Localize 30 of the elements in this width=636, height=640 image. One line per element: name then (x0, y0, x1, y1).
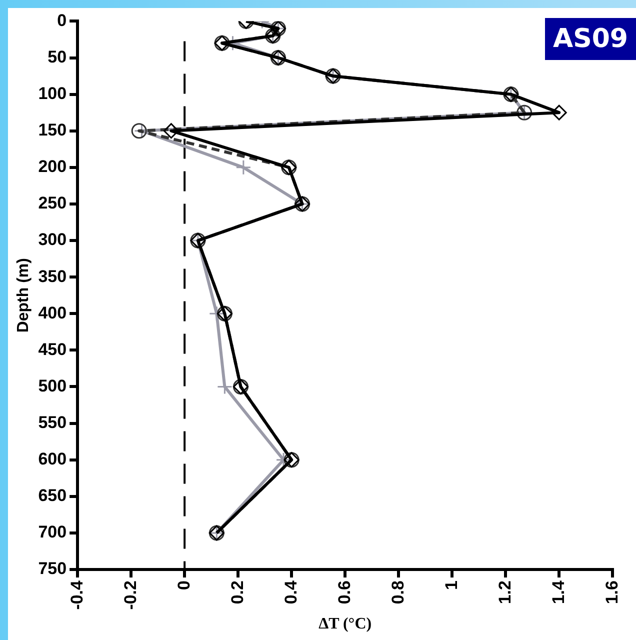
y-tick-label: 50 (48, 47, 67, 66)
y-tick-label: 400 (38, 303, 67, 322)
y-tick-label: 150 (38, 120, 67, 140)
x-axis-title: ΔT (°C) (318, 616, 372, 633)
y-tick-label: 650 (38, 486, 67, 506)
x-tick-label: 1 (442, 580, 461, 590)
y-tick-label: 0 (57, 10, 67, 30)
x-tick-label: 1.4 (548, 580, 568, 604)
y-tick-label: 500 (38, 376, 67, 396)
x-tick-label: 0.6 (334, 580, 354, 604)
x-tick-label: 0 (174, 580, 194, 590)
y-tick-label: 250 (38, 194, 67, 213)
x-tick-label: 0.4 (281, 580, 300, 604)
x-tick-label: 0.8 (388, 580, 408, 604)
annotation: AS09 (544, 18, 636, 60)
y-tick-label: 200 (38, 157, 67, 176)
x-tick-label: 1.2 (495, 580, 514, 604)
y-tick-label: 300 (38, 230, 67, 250)
y-tick-label: 350 (38, 266, 67, 286)
y-tick-label: 600 (38, 450, 67, 469)
y-axis-title: Depth (m) (15, 258, 32, 333)
x-tick-label: 1.6 (602, 580, 622, 604)
x-tick-label: 0.2 (228, 580, 247, 604)
y-tick-label: 550 (38, 412, 67, 432)
y-tick-label: 450 (38, 340, 67, 359)
y-tick-label: 700 (38, 522, 67, 542)
x-tick-label: -0.4 (67, 580, 86, 610)
x-tick-label: -0.2 (120, 580, 140, 610)
y-tick-label: 100 (38, 84, 67, 103)
y-tick-label: 750 (38, 559, 67, 578)
